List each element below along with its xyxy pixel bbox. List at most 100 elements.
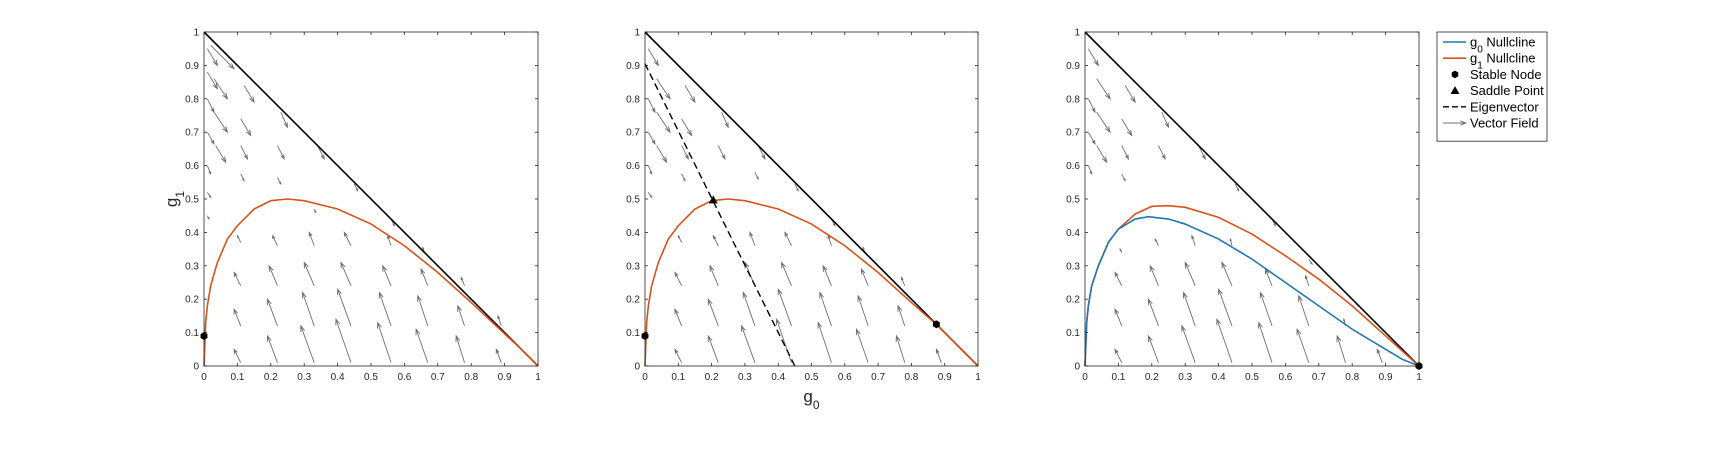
vector-field-arrow [233,271,242,287]
vector-field-arrow [1298,294,1310,327]
vector-field-arrow [860,267,869,287]
y-tick-label: 0.4 [185,228,199,239]
vector-field-arrow [674,271,683,287]
x-tick-label: 0.7 [1312,372,1326,383]
vector-field-arrow [1181,324,1196,363]
vector-field-arrow [1096,78,1111,100]
x-tick-label: 1 [1416,372,1422,383]
vector-field-arrow [677,234,683,243]
vector-field-arrow [382,264,392,287]
phase-panel-1: 0 0.1 0.2 0.3 0.4 0.5 0.6 0.7 0.8 0.9 1 0 0.1 0.2 0.3 0… [162,28,541,384]
vector-field-arrow [210,45,235,70]
y-tick-label: 0.6 [185,161,199,172]
vector-field-arrow [674,348,683,363]
vector-field-arrow [1183,291,1196,327]
x-tick-label: 0.4 [1212,372,1226,383]
y-tick-label: 0.4 [1066,228,1080,239]
x-tick-label: 0.5 [805,372,819,383]
vector-field-arrow [213,78,229,100]
y-tick-label: 0.3 [626,261,640,272]
saddle-point-marker [708,195,718,204]
vector-field-arrow [1191,234,1196,246]
eigenvector-line [644,63,796,367]
vector-field-arrow [656,145,668,164]
y-tick-label: 0.6 [626,161,640,172]
vector-field-arrow [277,145,285,161]
vector-field-arrow [457,304,465,327]
y-tick-label: 0.2 [185,295,199,306]
vector-field-arrow [206,131,215,146]
vector-field-arrow [1149,264,1159,287]
x-tick-label: 0.3 [297,372,311,383]
x-tick-label: 0 [642,372,648,383]
stable-node-marker [932,320,940,329]
y-tick-label: 0.8 [185,94,199,105]
vector-field-arrow [647,192,653,199]
x-tick-label: 1 [975,372,981,383]
vector-field-arrow [1376,348,1383,363]
vector-field-arrow [684,85,696,104]
vector-field-arrow [302,291,315,327]
x-tick-label: 0.2 [1145,372,1159,383]
vector-field-arrow [313,208,317,214]
vector-field-arrow [712,234,719,246]
vector-field-arrow [206,48,219,67]
vector-field-arrow [1336,334,1346,363]
x-tick-label: 0.9 [938,372,952,383]
vector-field-arrow [343,231,352,246]
vector-field-arrow [1218,287,1233,327]
y-tick-label: 0.8 [1066,94,1080,105]
vector-field-arrow [1161,111,1170,129]
y-tick-label: 0.9 [185,61,199,72]
vector-field-arrow [777,287,792,327]
vector-field-arrow [781,261,792,287]
vector-field-arrow [213,111,229,134]
x-axis-label: g0 [803,387,819,412]
vector-field-arrow [340,261,352,287]
vector-field-arrow [420,267,429,287]
legend-entry: g1 Nullcline [1443,51,1536,71]
vector-field-arrow [233,308,242,327]
vector-field-arrow [243,85,255,104]
legend-entry: Saddle Point [1450,83,1544,98]
vector-field-arrow [1147,334,1159,363]
vector-field-arrow [1229,237,1233,246]
vector-field-arrow [206,165,212,176]
x-tick-label: 0.3 [1178,372,1192,383]
legend-label: g1 Nullcline [1470,51,1536,71]
vector-field-arrow [819,291,832,327]
x-tick-label: 0 [201,372,207,383]
x-tick-label: 1 [535,372,541,383]
vector-field-arrow [1184,261,1196,287]
vector-field-arrow [1296,328,1310,363]
x-tick-label: 0.1 [1111,372,1125,383]
x-tick-label: 0.3 [738,372,752,383]
vector-field-arrow [1114,271,1123,287]
vector-field-arrow [206,192,212,199]
y-tick-label: 0.9 [626,61,640,72]
vector-field-arrow [271,234,278,246]
y-tick-label: 0 [193,362,199,373]
x-tick-label: 0.9 [1379,372,1393,383]
vector-field-arrow [1124,85,1136,104]
vector-field-arrow [300,324,315,363]
vector-field-arrow [681,173,686,182]
vector-field-arrow [1308,258,1313,266]
x-tick-label: 0.1 [671,372,685,383]
legend-entry: g0 Nullcline [1443,35,1536,55]
x-tick-label: 0.7 [431,372,445,383]
vector-field-arrow [1259,291,1273,327]
legend-triangle-icon [1450,86,1460,94]
x-tick-label: 0.5 [1245,372,1259,383]
vector-field-arrow [240,173,245,182]
vector-field-arrow [335,318,352,363]
vector-field-arrow [1304,274,1310,286]
vector-field-arrow [742,291,756,327]
x-tick-label: 0.4 [331,372,345,383]
x-tick-label: 0.2 [705,372,719,383]
x-tick-label: 0.6 [1278,372,1292,383]
y-axis-label: g1 [162,191,187,207]
legend-label: Saddle Point [1470,83,1544,98]
